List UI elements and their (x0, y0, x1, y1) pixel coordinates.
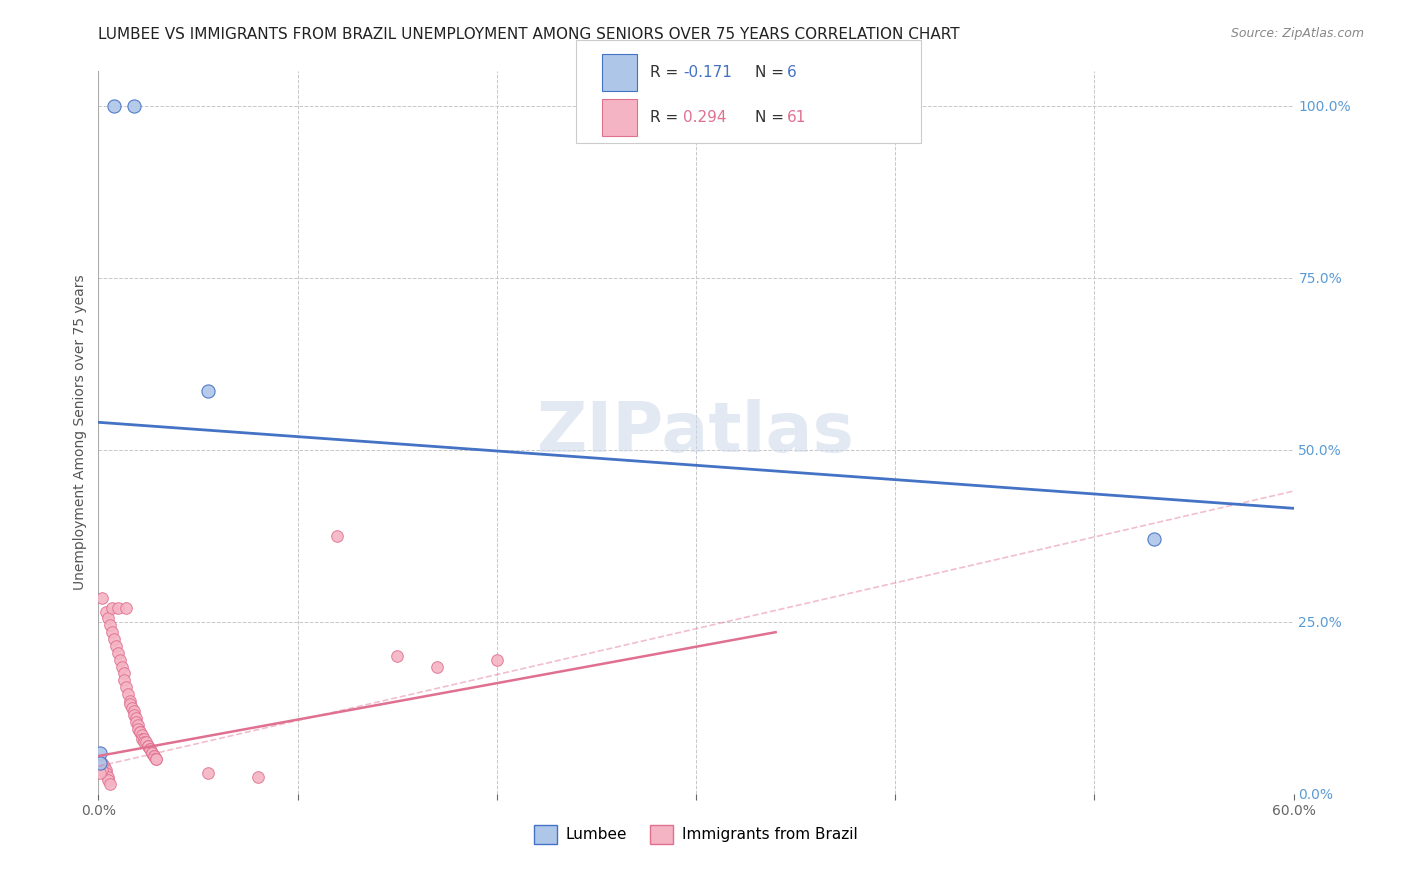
Point (143, 749, 166, 764)
Point (136, 739, 159, 753)
Point (96, 763, 118, 777)
Point (93, 763, 115, 777)
Point (89, 759, 111, 773)
Point (91, 756, 114, 770)
Point (89, 746, 111, 760)
Point (246, 770, 269, 784)
Text: ZIPatlas: ZIPatlas (537, 399, 855, 467)
Text: 0.294: 0.294 (683, 110, 727, 125)
Point (426, 659, 449, 673)
Point (97, 611, 120, 625)
Point (131, 731, 153, 746)
Point (135, 735, 157, 749)
Point (96, 605, 118, 619)
Point (110, 653, 132, 667)
Text: R =: R = (650, 65, 683, 80)
Point (197, 766, 219, 780)
Point (326, 529, 349, 543)
Point (89, 766, 111, 780)
Point (124, 99, 146, 113)
Point (89, 756, 111, 770)
Point (107, 646, 129, 660)
Text: 61: 61 (787, 110, 807, 125)
Point (120, 698, 142, 712)
Point (121, 701, 143, 715)
Point (91, 591, 114, 605)
Point (197, 384, 219, 399)
Point (139, 742, 162, 756)
Point (97, 773, 120, 788)
Point (93, 759, 115, 773)
Point (125, 714, 148, 729)
Point (139, 742, 162, 756)
Point (103, 99, 125, 113)
Point (91, 763, 114, 777)
Point (129, 725, 152, 739)
Point (107, 601, 129, 615)
Point (385, 649, 409, 664)
Text: N =: N = (755, 65, 789, 80)
Point (98, 776, 122, 790)
Point (145, 752, 167, 766)
Point (129, 725, 152, 739)
Point (1143, 533, 1166, 547)
Point (127, 722, 149, 736)
Text: -0.171: -0.171 (683, 65, 733, 80)
Point (134, 731, 156, 746)
Point (112, 673, 135, 688)
Text: LUMBEE VS IMMIGRANTS FROM BRAZIL UNEMPLOYMENT AMONG SENIORS OVER 75 YEARS CORREL: LUMBEE VS IMMIGRANTS FROM BRAZIL UNEMPLO… (98, 27, 960, 42)
Point (96, 766, 118, 780)
Point (101, 601, 124, 615)
Text: R =: R = (650, 110, 683, 125)
Point (141, 746, 163, 760)
Legend: Lumbee, Immigrants from Brazil: Lumbee, Immigrants from Brazil (526, 817, 866, 851)
Point (115, 680, 138, 694)
Point (117, 687, 139, 701)
Point (127, 718, 149, 732)
Point (141, 746, 163, 760)
Point (112, 666, 135, 681)
Point (89, 756, 111, 770)
Point (97, 770, 120, 784)
Point (124, 707, 146, 722)
Point (124, 704, 146, 718)
Point (136, 739, 159, 753)
Point (111, 659, 134, 673)
Point (103, 632, 125, 646)
Point (143, 749, 166, 764)
Point (125, 711, 148, 725)
Point (145, 752, 167, 766)
Text: Source: ZipAtlas.com: Source: ZipAtlas.com (1230, 27, 1364, 40)
Point (98, 618, 122, 632)
Point (134, 735, 156, 749)
Text: 6: 6 (787, 65, 797, 80)
Point (120, 694, 142, 708)
Text: N =: N = (755, 110, 789, 125)
Point (101, 625, 124, 640)
Point (115, 601, 138, 615)
Point (105, 639, 128, 653)
Y-axis label: Unemployment Among Seniors over 75 years: Unemployment Among Seniors over 75 years (73, 275, 87, 591)
Point (131, 728, 153, 742)
Point (485, 653, 508, 667)
